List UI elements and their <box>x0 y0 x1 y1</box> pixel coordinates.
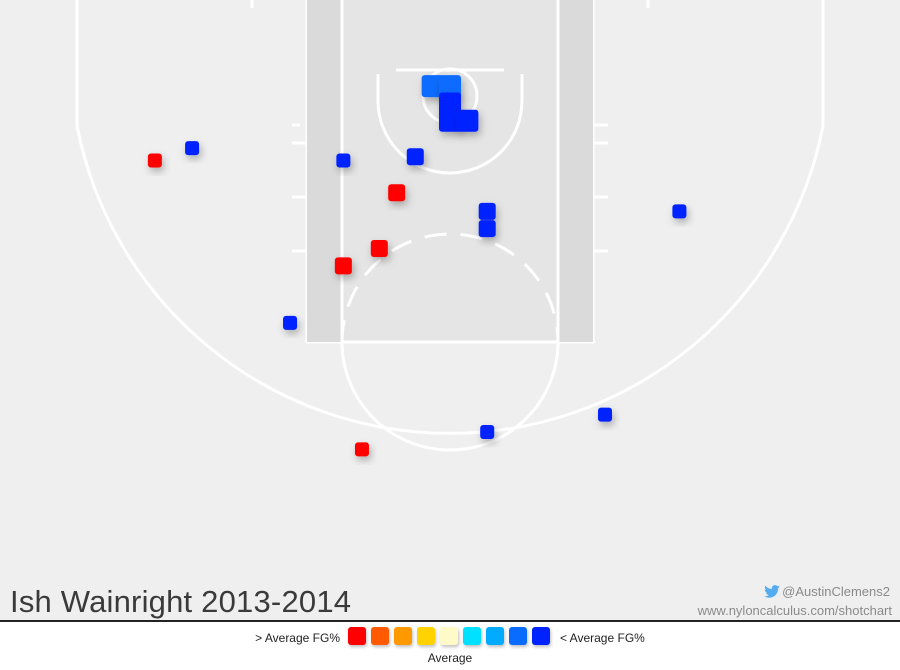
twitter-bird-icon <box>764 585 780 598</box>
shot-marker <box>456 109 479 132</box>
shot-marker <box>388 184 406 202</box>
legend-above-label: > Average FG% <box>255 631 340 645</box>
shot-marker <box>334 257 352 275</box>
divider <box>0 620 900 622</box>
twitter-credit[interactable]: @AustinClemens2 <box>764 584 890 599</box>
shot-marker <box>185 141 200 156</box>
shot-marker <box>406 148 424 166</box>
legend-swatch <box>440 627 458 645</box>
free-throw-circle-bottom <box>340 341 560 452</box>
shot-marker <box>598 407 612 422</box>
shot-marker <box>672 204 687 219</box>
chart-title: Ish Wainright 2013-2014 <box>10 584 352 619</box>
legend-swatch <box>486 627 504 645</box>
shot-marker <box>336 153 351 168</box>
three-point-line <box>75 0 825 435</box>
free-throw-circle-top-dashed <box>340 232 560 343</box>
court-area: Ish Wainright 2013-2014 @AustinClemens2 … <box>0 0 900 622</box>
legend-row: > Average FG% < Average FG% <box>0 627 900 649</box>
legend-swatch <box>463 627 481 645</box>
legend: > Average FG% < Average FG% Average <box>0 622 900 670</box>
legend-swatch <box>417 627 435 645</box>
shot-marker <box>147 153 162 168</box>
shot-chart <box>75 0 825 457</box>
legend-swatch <box>348 627 366 645</box>
court-lines <box>75 0 825 452</box>
paint-area <box>305 0 595 344</box>
legend-swatch <box>371 627 389 645</box>
lane-block-left <box>307 0 342 342</box>
legend-swatches <box>348 627 550 645</box>
lane-block-right <box>558 0 593 342</box>
legend-below-label: < Average FG% <box>560 631 645 645</box>
shot-marker <box>370 240 388 258</box>
shot-marker <box>439 92 461 115</box>
twitter-handle: @AustinClemens2 <box>782 584 890 599</box>
shot-marker <box>439 109 461 132</box>
restricted-area-arc <box>376 74 524 175</box>
shot-marker <box>439 75 461 98</box>
legend-swatch <box>394 627 412 645</box>
legend-average-label: Average <box>427 651 473 665</box>
legend-swatch <box>509 627 527 645</box>
shot-marker <box>421 75 444 98</box>
shot-marker <box>478 220 496 238</box>
website-credit[interactable]: www.nyloncalculus.com/shotchart <box>697 603 892 618</box>
shot-marker <box>354 442 369 457</box>
shots-layer <box>147 75 687 457</box>
shot-marker <box>480 425 495 440</box>
shot-marker <box>478 202 496 220</box>
legend-swatch <box>532 627 550 645</box>
shot-marker <box>283 315 298 330</box>
